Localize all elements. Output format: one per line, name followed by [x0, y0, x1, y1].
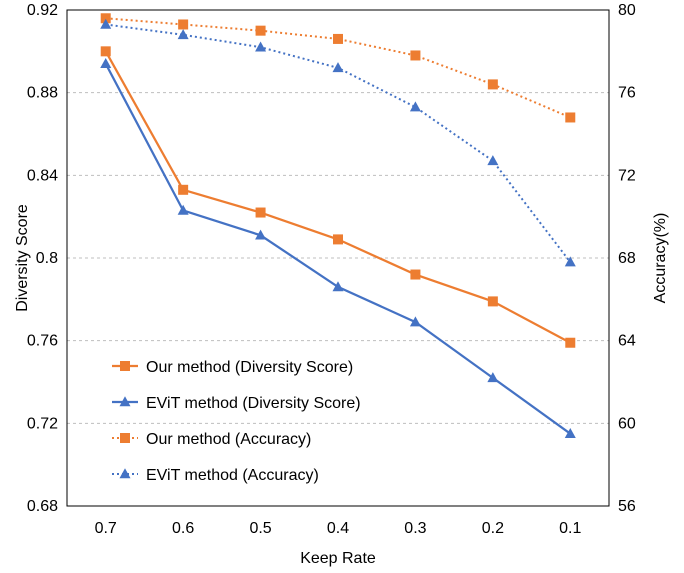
grid: [67, 92, 609, 424]
data-point: [333, 33, 343, 44]
y-right-tick-label: 60: [618, 415, 636, 432]
y-right-tick-label: 76: [618, 85, 636, 102]
data-point: [564, 256, 576, 267]
data-point: [255, 229, 267, 240]
y-left-tick-label: 0.92: [27, 2, 58, 19]
data-point: [332, 62, 344, 73]
x-tick-label: 0.7: [95, 520, 117, 537]
data-point: [178, 19, 189, 30]
legend-swatch-marker: [120, 361, 130, 371]
x-tick-label: 0.4: [327, 520, 349, 537]
legend-label: Our method (Accuracy): [146, 431, 311, 448]
legend-item: EViT method (Accuracy): [112, 467, 319, 484]
x-tick-label: 0.6: [172, 520, 194, 537]
legend-label: EViT method (Accuracy): [146, 467, 319, 484]
y-right-tick-label: 72: [618, 167, 636, 184]
data-point: [410, 50, 421, 61]
data-point: [100, 18, 112, 29]
data-point: [177, 204, 189, 215]
data-point: [178, 184, 189, 195]
data-point: [333, 234, 343, 245]
legend-swatch-marker: [119, 468, 131, 479]
series-line: [104, 63, 571, 435]
data-point: [255, 41, 267, 52]
plot-frame: [66, 9, 610, 507]
y-axis-right-title: Accuracy(%): [652, 213, 669, 304]
y-left-tick-label: 0.72: [27, 415, 58, 432]
data-point: [487, 372, 499, 383]
x-tick-label: 0.1: [559, 520, 581, 537]
data-point: [255, 25, 266, 36]
data-point: [487, 296, 498, 307]
y-left-tick-label: 0.84: [27, 167, 58, 184]
y-right-tick-label: 64: [618, 333, 636, 350]
data-point: [409, 101, 421, 112]
x-tick-label: 0.3: [404, 520, 426, 537]
legend-swatch-marker: [119, 396, 131, 407]
series-1: [100, 58, 576, 438]
data-point: [332, 281, 344, 292]
data-point: [487, 79, 498, 90]
y-left-tick-label: 0.8: [36, 250, 58, 267]
data-point: [100, 58, 112, 69]
legend-item: Our method (Diversity Score): [112, 359, 353, 376]
x-axis-title: Keep Rate: [300, 550, 376, 567]
legend-label: EViT method (Diversity Score): [146, 395, 361, 412]
data-point: [255, 207, 266, 218]
y-left-tick-label: 0.88: [27, 85, 58, 102]
y-left-tick-label: 0.76: [27, 333, 58, 350]
x-tick-label: 0.5: [249, 520, 271, 537]
x-tick-label: 0.2: [482, 520, 504, 537]
y-right-tick-label: 80: [618, 2, 636, 19]
data-point: [487, 155, 499, 166]
legend-swatch-marker: [120, 433, 130, 443]
axis-layer: 0.68 0.72 0.76 0.8 0.84 0.88 0.92 56 60 64 68 72 76 8…: [27, 2, 636, 537]
data-point: [177, 29, 189, 40]
data-point: [410, 269, 421, 280]
y-right-tick-label: 56: [618, 498, 636, 515]
data-point: [100, 46, 111, 57]
data-point: [565, 337, 576, 348]
series-layer: [100, 13, 576, 438]
y-axis-left-title: Diversity Score: [14, 204, 31, 312]
y-left-tick-label: 0.68: [27, 498, 58, 515]
series-line: [105, 23, 572, 263]
series-3: [100, 18, 576, 267]
legend-item: EViT method (Diversity Score): [112, 395, 361, 412]
data-point: [409, 316, 421, 327]
y-right-tick-label: 68: [618, 250, 636, 267]
data-point: [565, 112, 576, 123]
series-2: [100, 13, 576, 123]
legend: Our method (Diversity Score) EViT method …: [112, 359, 361, 484]
series-0: [100, 46, 576, 348]
legend-item: Our method (Accuracy): [112, 431, 311, 448]
legend-label: Our method (Diversity Score): [146, 359, 353, 376]
data-point: [564, 427, 576, 438]
data-point: [100, 13, 111, 24]
